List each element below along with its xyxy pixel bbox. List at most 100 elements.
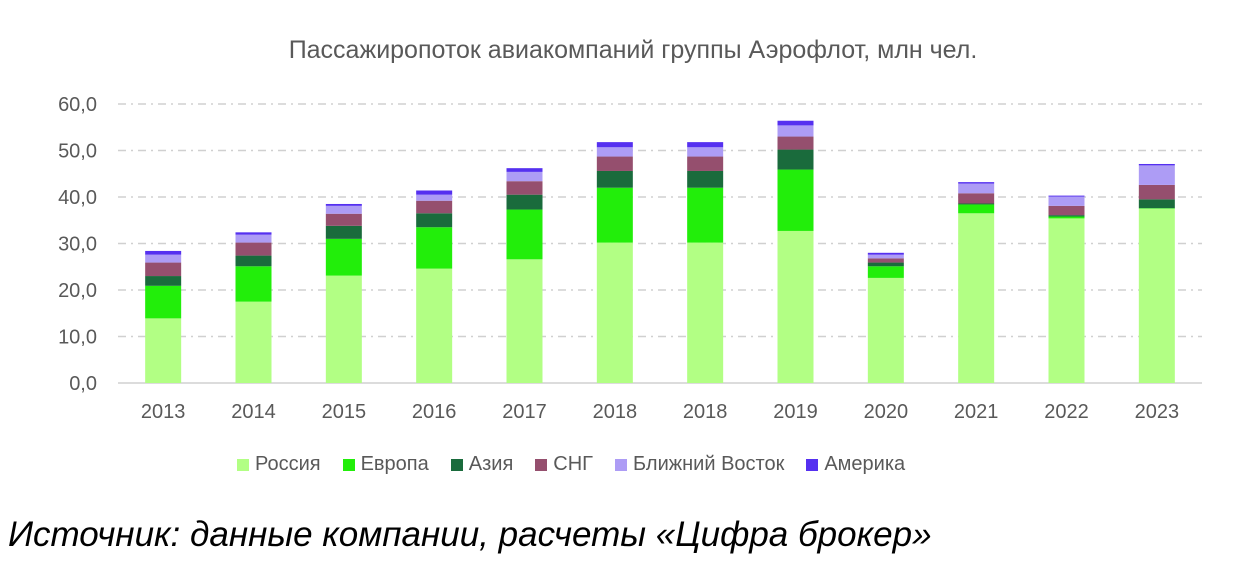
bar-segment-снг [777, 136, 814, 150]
bar-segment-америка [1138, 163, 1175, 166]
bar-segment-ближний-восток [1138, 165, 1175, 185]
legend-item: Россия [237, 453, 321, 476]
bar-segment-ближний-восток [506, 171, 543, 182]
bar-segment-снг [867, 258, 904, 263]
bar-segment-америка [687, 142, 724, 148]
bar-segment-америка [416, 190, 453, 195]
legend-label: Европа [360, 453, 429, 475]
bar-segment-россия [958, 213, 995, 383]
bar-segment-америка [235, 232, 272, 235]
chart-title: Пассажиропоток авиакомпаний группы Аэроф… [288, 36, 978, 64]
y-tick-label: 10,0 [58, 327, 97, 349]
bar-segment-азия [506, 194, 543, 210]
x-tick-label: 2014 [231, 401, 276, 423]
x-tick-label: 2013 [141, 401, 186, 423]
y-tick-label: 30,0 [58, 234, 97, 256]
bar-segment-россия [777, 230, 814, 383]
bar-segment-европа [687, 187, 724, 243]
bar-segment-азия [958, 203, 995, 205]
bar-segment-америка [1048, 195, 1085, 197]
bar-segment-ближний-восток [687, 147, 724, 157]
x-tick-label: 2020 [864, 401, 909, 423]
bar-segment-россия [867, 277, 904, 383]
bar-segment-снг [145, 262, 182, 277]
bar-segment-европа [1048, 216, 1085, 219]
x-tick-label: 2016 [412, 401, 457, 423]
y-tick-label: 60,0 [58, 94, 97, 116]
bar-segment-ближний-восток [596, 147, 633, 157]
bar-segment-россия [416, 268, 453, 383]
bar-segment-снг [506, 181, 543, 195]
legend-item: Америка [806, 453, 905, 476]
bar-segment-ближний-восток [1048, 196, 1085, 206]
legend: Россия Европа Азия СНГ Ближний Восток Америка [237, 453, 905, 476]
bar-segment-европа [506, 209, 543, 260]
legend-swatch [806, 458, 819, 471]
legend-swatch [450, 458, 463, 471]
bar-segment-снг [1138, 184, 1175, 200]
legend-swatch [615, 458, 627, 471]
bar-segment-снг [416, 200, 453, 214]
bar-segment-снг [1048, 205, 1085, 216]
source-note: Источник: данные компании, расчеты «Цифр… [8, 515, 932, 554]
bar-segment-европа [596, 187, 633, 243]
bar-segment-азия [1138, 199, 1175, 209]
bar-segment-европа [958, 204, 995, 214]
legend-swatch [342, 458, 355, 471]
legend-item: Европа [342, 453, 429, 476]
bar-segment-россия [1138, 208, 1175, 383]
bar-segment-азия [867, 262, 904, 267]
bar-segment-европа [325, 238, 362, 276]
x-tick-label: 2022 [1044, 401, 1089, 423]
bar-segment-снг [687, 156, 724, 171]
legend-label: Америка [824, 453, 906, 475]
bar-segment-америка [145, 250, 182, 255]
bar-segment-европа [777, 169, 814, 231]
bar-segment-америка [867, 252, 904, 255]
bar-segment-европа [867, 266, 904, 278]
bar-segment-ближний-восток [777, 125, 814, 137]
bar-segment-снг [596, 156, 633, 171]
bar-segment-америка [325, 203, 362, 206]
bar-segment-россия [145, 318, 182, 383]
x-tick-label: 2018 [593, 401, 638, 423]
bar-segment-европа [416, 227, 453, 269]
bar-segment-азия [325, 225, 362, 239]
legend-item: Ближний Восток [615, 453, 784, 476]
x-tick-label: 2021 [954, 401, 999, 423]
y-tick-label: 40,0 [58, 187, 97, 209]
legend-item: СНГ [535, 453, 593, 476]
bar-segment-азия [416, 213, 453, 228]
bar-segment-америка [958, 182, 995, 184]
bar-segment-россия [687, 242, 724, 383]
bar-segment-россия [596, 242, 633, 383]
bar-segment-ближний-восток [416, 194, 453, 201]
y-tick-label: 50,0 [58, 141, 97, 163]
bar-segment-ближний-восток [325, 205, 362, 214]
legend-label: Азия [468, 453, 514, 475]
bar-segment-ближний-восток [145, 254, 182, 263]
bar-segment-ближний-восток [235, 234, 272, 243]
bar-segment-ближний-восток [867, 254, 904, 259]
legend-label: СНГ [553, 453, 593, 475]
legend-label: Ближний Восток [633, 453, 785, 475]
bar-segment-россия [235, 301, 272, 383]
bar-segment-азия [777, 149, 814, 170]
bar-segment-азия [145, 276, 182, 286]
bar-segment-америка [596, 142, 633, 148]
x-tick-label: 2015 [322, 401, 367, 423]
legend-swatch [535, 458, 548, 471]
y-tick-label: 20,0 [58, 280, 97, 302]
bar-segment-снг [958, 193, 995, 204]
bar-segment-ближний-восток [958, 183, 995, 194]
bar-segment-россия [325, 275, 362, 383]
legend-item: Азия [450, 453, 514, 476]
bar-segment-америка [506, 168, 543, 172]
bar-segment-европа [235, 266, 272, 302]
legend-swatch [237, 458, 249, 471]
bar-segment-россия [1048, 218, 1085, 383]
x-tick-label: 2023 [1135, 401, 1180, 423]
bar-segment-америка [777, 120, 814, 126]
x-tick-label: 2018 [683, 401, 728, 423]
